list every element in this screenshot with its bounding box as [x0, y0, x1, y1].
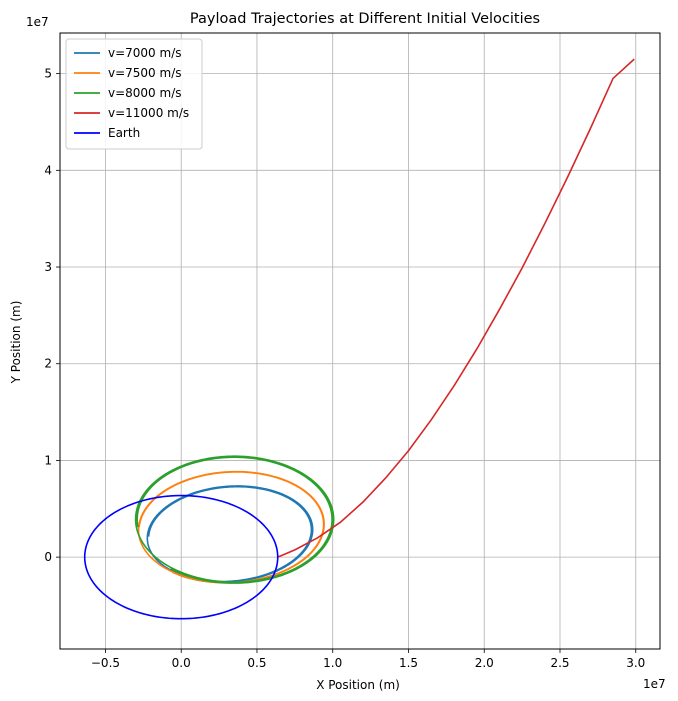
legend-label: v=11000 m/s [108, 106, 189, 120]
series-line-v-11000-m-s [277, 58, 635, 558]
y-tick-label: 0 [44, 550, 52, 564]
legend-label: v=7500 m/s [108, 66, 182, 80]
y-tick-label: 2 [44, 357, 52, 371]
x-axis-ticks: −0.5 0.0 0.5 1.0 1.5 2.0 2.5 3.0 [91, 649, 645, 670]
grid [60, 33, 660, 649]
series-line-v-7500-m-s [137, 470, 325, 584]
legend: v=7000 m/s v=7500 m/s v=8000 m/s v=11000 m/… [65, 38, 203, 150]
y-offset-label: 1e7 [26, 15, 49, 29]
series-line-v-8000-m-s [134, 455, 335, 584]
plot-area [83, 58, 635, 620]
y-tick-label: 3 [44, 260, 52, 274]
series-line-v-7000-m-s [146, 485, 314, 584]
x-tick-label: 2.5 [550, 656, 569, 670]
x-tick-label: 0.0 [172, 656, 191, 670]
chart-title: Payload Trajectories at Different Initia… [190, 11, 540, 27]
y-tick-label: 4 [44, 163, 52, 177]
y-tick-label: 5 [44, 67, 52, 81]
legend-box [65, 38, 203, 150]
series-line-earth [83, 494, 279, 620]
x-offset-label: 1e7 [643, 677, 666, 691]
legend-label: v=8000 m/s [108, 86, 182, 100]
x-tick-label: 3.0 [626, 656, 645, 670]
y-tick-label: 1 [44, 453, 52, 467]
x-tick-label: 2.0 [475, 656, 494, 670]
legend-label: v=7000 m/s [108, 46, 182, 60]
plot-frame [59, 32, 661, 650]
y-axis-label: Y Position (m) [9, 301, 23, 385]
x-tick-label: −0.5 [91, 656, 120, 670]
x-axis-label: X Position (m) [316, 678, 400, 692]
y-axis-ticks: 0 1 2 3 4 5 [44, 67, 60, 564]
x-tick-label: 1.0 [323, 656, 342, 670]
x-tick-label: 0.5 [247, 656, 266, 670]
legend-label: Earth [108, 126, 140, 140]
x-tick-label: 1.5 [399, 656, 418, 670]
